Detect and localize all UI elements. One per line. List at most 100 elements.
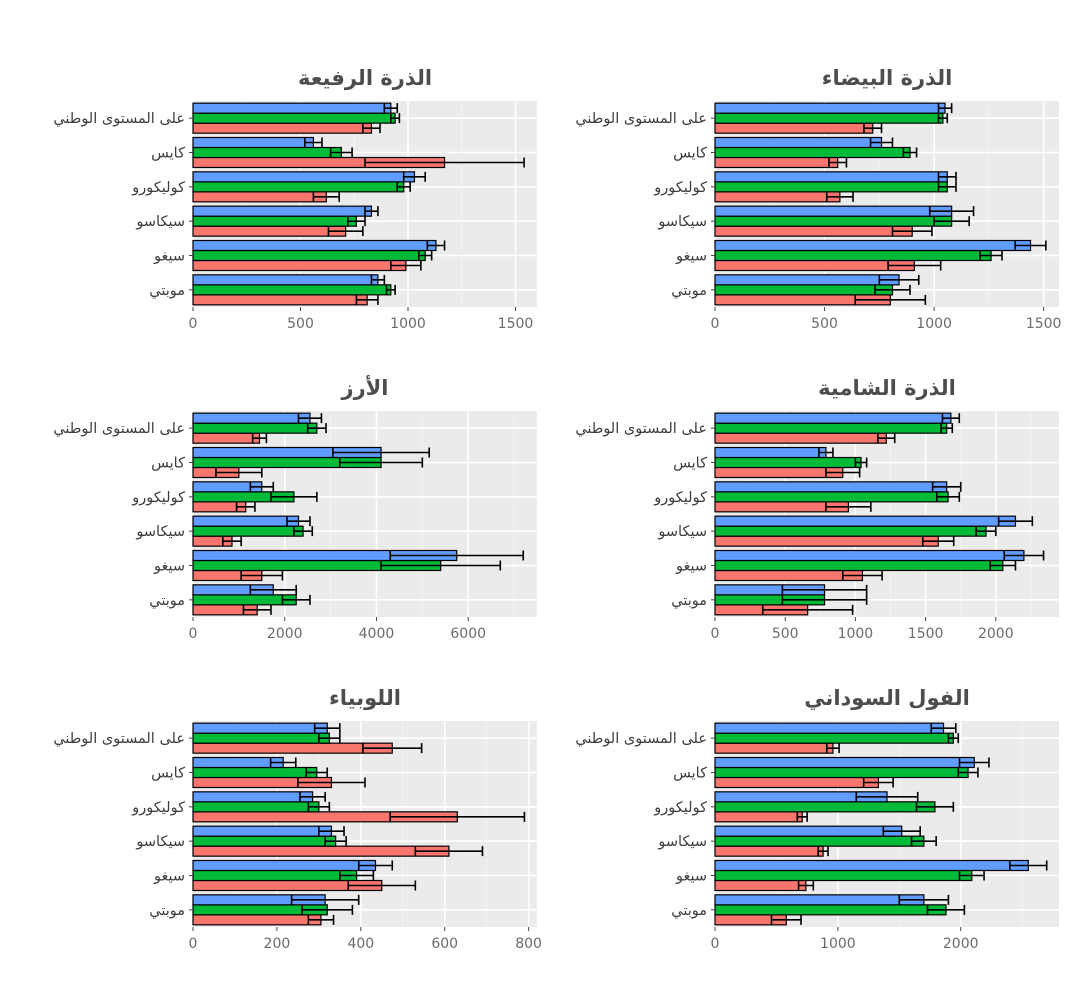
error-bar [318, 733, 341, 744]
panel-background [715, 721, 1059, 927]
bar-series-3 [192, 791, 314, 803]
error-bar [825, 501, 872, 512]
error-bar [364, 157, 525, 168]
bar-series-3 [192, 756, 284, 769]
bar-series-2 [714, 559, 1004, 572]
x-tick-label: 1500 [498, 316, 534, 332]
bar-series-3 [192, 825, 333, 837]
error-bar [797, 880, 815, 891]
error-bar [215, 467, 263, 478]
error-bar [898, 894, 950, 905]
bar-series-2 [714, 904, 947, 916]
bar-series-1 [714, 191, 841, 203]
bar-series-3 [192, 274, 379, 286]
x-tick-label: 0 [189, 626, 198, 642]
error-bar [332, 447, 431, 458]
error-bar [389, 811, 526, 822]
bar-series-2 [192, 146, 342, 159]
bar-series-3 [192, 171, 416, 183]
bar-series-1 [192, 294, 368, 306]
error-bar [327, 226, 364, 237]
error-bar [818, 447, 834, 458]
bar-series-2 [192, 215, 357, 227]
panel-background [193, 101, 537, 307]
panel-background [193, 411, 537, 617]
category-label: موبتي [671, 593, 707, 609]
bar-series-1 [192, 432, 261, 444]
category-label: كايس [673, 766, 707, 782]
bar-series-3 [714, 549, 1025, 562]
category-label: كوليكورو [131, 180, 185, 196]
error-bar [1003, 550, 1045, 561]
category-label: كايس [673, 146, 707, 162]
bar-series-3 [714, 136, 883, 149]
bar-series-3 [714, 205, 953, 217]
category-label: كوليكورو [131, 490, 185, 506]
panel-title: اللوبياء [329, 686, 401, 710]
x-tick-label: 1000 [838, 626, 874, 642]
error-bar [854, 294, 927, 305]
error-bar [937, 181, 957, 192]
x-tick-label: 500 [772, 626, 799, 642]
error-bar [301, 904, 354, 915]
category-label: سيكاسو [657, 834, 707, 850]
panel-title: الذرة الرفيعة [298, 66, 432, 90]
category-label: سيكاسو [135, 524, 185, 540]
category-label: سيغو [153, 249, 185, 265]
error-bar [931, 481, 962, 492]
bar-series-1 [192, 122, 373, 134]
error-bar [307, 801, 331, 812]
bar-series-3 [714, 102, 946, 114]
category-label: على المستوى الوطني [53, 731, 185, 747]
bar-series-2 [192, 525, 304, 537]
error-bar [347, 216, 366, 227]
error-bar [979, 250, 1003, 261]
bar-series-3 [192, 239, 437, 252]
error-bar [825, 191, 854, 202]
error-bar [240, 570, 284, 581]
bar-series-2 [714, 801, 936, 813]
bar-series-3 [192, 102, 392, 114]
error-bar [313, 723, 341, 734]
bar-series-3 [192, 722, 328, 734]
error-bar [355, 294, 379, 305]
error-bar [957, 767, 979, 778]
error-bar [235, 501, 256, 512]
panel-title: الذرة البيضاء [822, 66, 953, 90]
x-tick-label: 600 [431, 936, 458, 952]
bar-series-2 [714, 284, 894, 296]
error-bar [389, 550, 525, 561]
x-tick-label: 6000 [450, 626, 486, 642]
category-label: كايس [151, 766, 185, 782]
error-bar [390, 260, 422, 271]
bar-series-1 [714, 742, 834, 754]
x-tick-label: 2000 [267, 626, 303, 642]
error-bar [297, 777, 366, 788]
bar-series-2 [714, 835, 925, 847]
bar-series-2 [192, 869, 358, 882]
bar-series-3 [714, 171, 948, 183]
error-bar [307, 914, 335, 925]
panel-2: على المستوى الوطني كايس كوليكورو سيكاسو سيغو… [575, 66, 1061, 332]
x-tick-label: 2000 [978, 626, 1014, 642]
x-tick-label: 0 [189, 936, 198, 952]
category-label: سيكاسو [135, 214, 185, 230]
error-bar [362, 743, 423, 754]
bar-series-2 [192, 801, 320, 813]
error-bar [290, 894, 360, 905]
error-bar [329, 147, 353, 158]
error-bar [941, 413, 961, 424]
error-bar [390, 113, 401, 124]
bar-series-2 [192, 732, 330, 744]
error-bar [841, 570, 883, 581]
bar-series-2 [192, 766, 318, 779]
error-bar [251, 433, 268, 444]
category-label: كوليكورو [131, 800, 185, 816]
error-bar [304, 137, 323, 148]
panel-background [715, 101, 1059, 307]
error-bar [270, 491, 318, 502]
category-label: سيغو [675, 249, 707, 265]
error-bar [936, 491, 961, 502]
bar-series-1 [192, 914, 322, 926]
error-bar [855, 791, 919, 802]
